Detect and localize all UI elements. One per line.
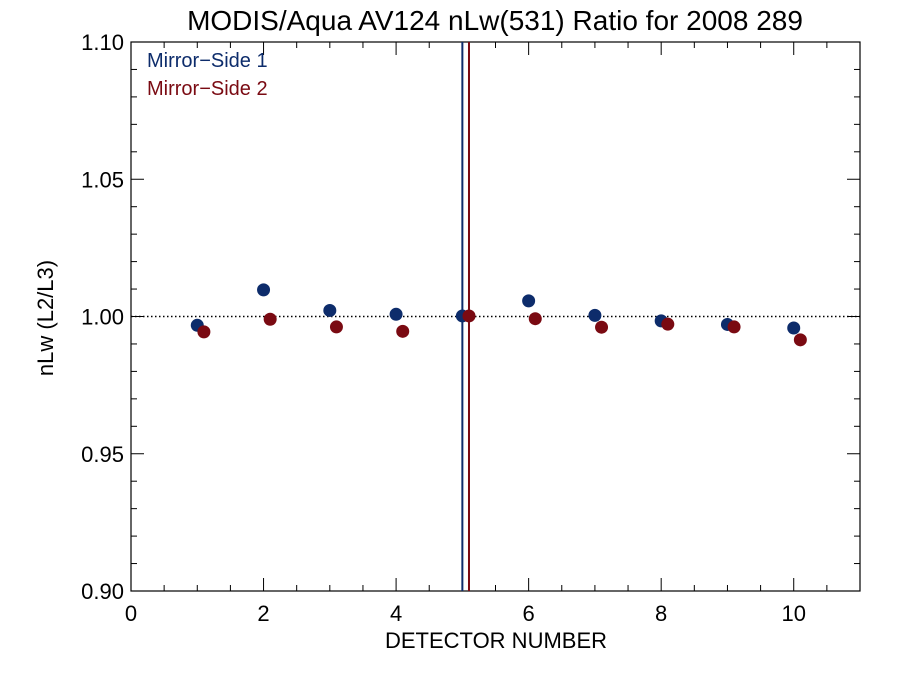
y-axis-title: nLw (L2/L3)	[33, 260, 58, 376]
data-point-mirror-side-2	[462, 309, 476, 323]
data-point-mirror-side-1	[522, 294, 536, 308]
x-tick-label: 6	[523, 601, 535, 626]
x-tick-label: 10	[781, 601, 805, 626]
data-point-mirror-side-2	[793, 333, 807, 347]
data-point-mirror-side-2	[197, 325, 211, 339]
y-tick-label: 0.95	[81, 442, 124, 467]
y-tick-label: 1.00	[81, 305, 124, 330]
data-point-mirror-side-1	[257, 283, 271, 297]
axis-tick-labels: 0 2 4 6 8 10 0.90 0.95 1.00 1.05 1.10	[81, 30, 806, 626]
data-point-mirror-side-1	[323, 303, 337, 317]
x-tick-label: 4	[390, 601, 402, 626]
data-point-mirror-side-2	[528, 312, 542, 326]
data-point-mirror-side-1	[787, 321, 801, 335]
y-tick-label: 0.90	[81, 579, 124, 604]
y-tick-label: 1.10	[81, 30, 124, 55]
legend-item-mirror-side-2: Mirror−Side 2	[147, 78, 268, 100]
y-tick-label: 1.05	[81, 167, 124, 192]
data-point-mirror-side-2	[727, 320, 741, 334]
x-axis-title: DETECTOR NUMBER	[385, 628, 607, 653]
legend-item-mirror-side-1: Mirror−Side 1	[147, 50, 268, 72]
data-point-mirror-side-1	[588, 308, 602, 322]
x-tick-label: 0	[125, 601, 137, 626]
chart-title: MODIS/Aqua AV124 nLw(531) Ratio for 2008…	[187, 5, 803, 36]
x-tick-label: 2	[257, 601, 269, 626]
data-point-mirror-side-2	[595, 320, 609, 334]
data-points-group	[190, 283, 807, 347]
axis-ticks	[130, 41, 861, 592]
data-point-mirror-side-2	[263, 312, 277, 326]
legend: Mirror−Side 1 Mirror−Side 2	[147, 50, 268, 100]
data-point-mirror-side-1	[389, 307, 403, 321]
x-tick-label: 8	[655, 601, 667, 626]
data-point-mirror-side-2	[396, 324, 410, 338]
data-point-mirror-side-2	[661, 317, 675, 331]
data-point-mirror-side-2	[329, 320, 343, 334]
